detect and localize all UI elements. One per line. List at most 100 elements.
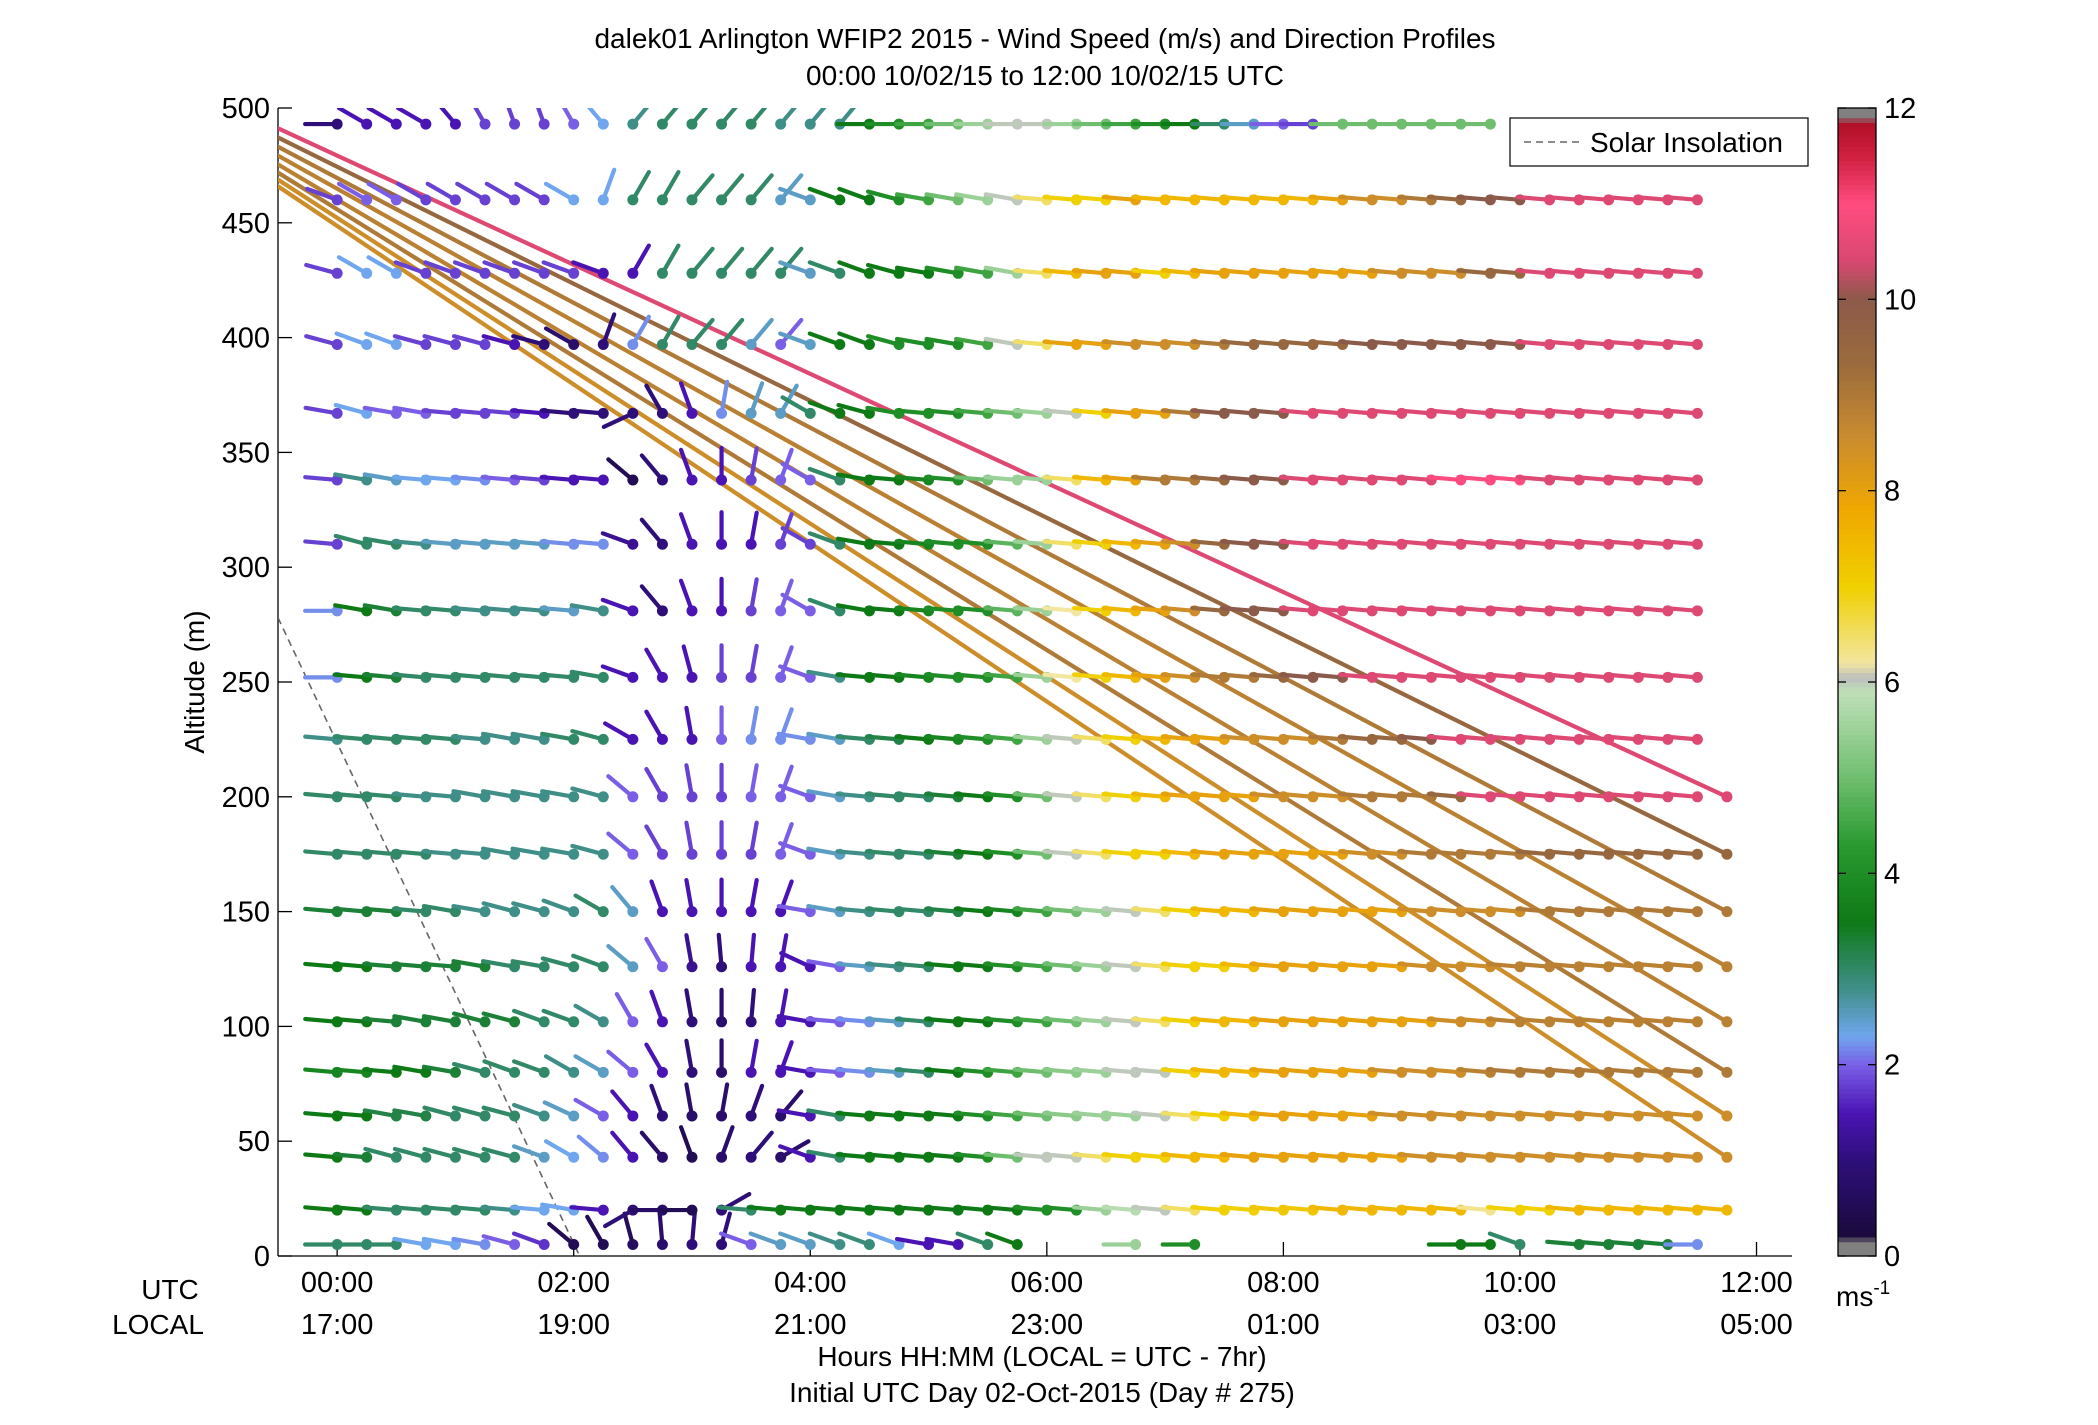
colorbar-segment [1838, 428, 1876, 434]
wind-barb-dot [1691, 733, 1703, 745]
colorbar-segment [1838, 442, 1876, 449]
wind-barb-dot [390, 338, 402, 350]
wind-barb-dot [686, 1204, 698, 1216]
wind-barb-dot [1721, 1204, 1733, 1216]
colorbar-segment [1838, 313, 1876, 320]
wind-barb-dot [775, 1239, 787, 1251]
colorbar-segment [1838, 672, 1876, 678]
colorbar-segment [1838, 1145, 1876, 1152]
colorbar-segment [1838, 505, 1876, 511]
colorbar-segment [1838, 806, 1876, 812]
colorbar-segment [1838, 1035, 1876, 1042]
colorbar-segment [1838, 682, 1876, 688]
colorbar-segment [1838, 1232, 1876, 1238]
wind-barb-dot [597, 791, 609, 803]
wind-barb-dot [656, 407, 668, 419]
chart-title: dalek01 Arlington WFIP2 2015 - Wind Spee… [594, 23, 1495, 54]
wind-barb-dot [627, 791, 639, 803]
x-tick-label-utc: 12:00 [1720, 1267, 1793, 1299]
wind-barb-dot [716, 407, 728, 419]
wind-barb-dot [627, 906, 639, 918]
wind-barb-dot [1691, 1239, 1703, 1251]
wind-barb-dot [331, 267, 343, 279]
colorbar-segment [1838, 371, 1876, 377]
wind-barb-dot [1691, 1110, 1703, 1122]
colorbar-tick-label: 12 [1884, 93, 1916, 125]
wind-barb-dot [1130, 1239, 1142, 1251]
colorbar-segment [1838, 725, 1876, 731]
colorbar-segment [1838, 308, 1876, 315]
wind-barb-dot [686, 1151, 698, 1163]
colorbar-segment [1838, 304, 1876, 310]
wind-barb-dot [538, 118, 550, 130]
colorbar-segment [1838, 1112, 1876, 1118]
wind-barb-dot [479, 267, 491, 279]
colorbar-segment [1838, 1093, 1876, 1099]
wind-barb-dot [420, 267, 432, 279]
wind-barb-dot [863, 267, 875, 279]
colorbar-segment [1838, 863, 1876, 870]
colorbar-segment [1838, 744, 1876, 750]
wind-barb-dot [597, 194, 609, 206]
colorbar-segment [1838, 1160, 1876, 1166]
colorbar-segment [1838, 796, 1876, 803]
wind-barb-dot [834, 407, 846, 419]
colorbar-segment [1838, 433, 1876, 439]
colorbar-segment [1838, 605, 1876, 611]
colorbar-segment [1838, 208, 1876, 214]
wind-barb-dot [479, 118, 491, 130]
legend: Solar Insolation [1509, 117, 1809, 167]
colorbar-segment [1838, 218, 1876, 224]
colorbar-segment [1838, 887, 1876, 894]
wind-barb-dot [1691, 961, 1703, 973]
colorbar-segment [1838, 753, 1876, 760]
wind-barb-dot [597, 474, 609, 486]
wind-barb-dot [538, 906, 550, 918]
wind-barb-dot [538, 338, 550, 350]
wind-barb-dot [597, 538, 609, 550]
colorbar-segment [1838, 1131, 1876, 1138]
colorbar-segment [1838, 380, 1876, 387]
wind-barb-dot [449, 1016, 461, 1028]
colorbar-segment [1838, 811, 1876, 817]
colorbar-segment [1838, 1241, 1876, 1248]
colorbar-segment [1838, 495, 1876, 501]
colorbar-segment [1838, 1246, 1876, 1252]
colorbar-segment [1838, 835, 1876, 841]
wind-barb-dot [1721, 1110, 1733, 1122]
wind-barb-dot [716, 1151, 728, 1163]
wind-barb-dot [627, 1110, 639, 1122]
wind-barb-dot [775, 1151, 787, 1163]
wind-barb-dot [1721, 791, 1733, 803]
wind-barb-dot [1691, 791, 1703, 803]
wind-barb-dot [656, 1151, 668, 1163]
colorbar-segment [1838, 275, 1876, 281]
colorbar-segment [1838, 705, 1876, 712]
wind-barb-dot [1691, 605, 1703, 617]
wind-barb-dot [716, 733, 728, 745]
colorbar-segment [1838, 983, 1876, 989]
colorbar-segment [1838, 136, 1876, 143]
wind-barb-dot [420, 118, 432, 130]
wind-barb-dot [479, 1151, 491, 1163]
wind-barb-shaft [278, 144, 1730, 914]
wind-barb-dot [390, 267, 402, 279]
wind-barb-dot [745, 407, 757, 419]
colorbar-segment [1838, 514, 1876, 520]
colorbar-segment [1838, 323, 1876, 329]
wind-barb-dot [775, 671, 787, 683]
colorbar-segment [1838, 882, 1876, 889]
wind-barb-dot [716, 848, 728, 860]
wind-barb-dot [627, 1016, 639, 1028]
colorbar-segment [1838, 1236, 1876, 1243]
wind-barb-dot [538, 1066, 550, 1078]
colorbar-segment [1838, 299, 1876, 305]
y-tick-label: 450 [222, 208, 270, 240]
wind-barb-dot [627, 671, 639, 683]
wind-barb-dot [449, 338, 461, 350]
colorbar-segment [1838, 1217, 1876, 1224]
colorbar-segment [1838, 892, 1876, 898]
colorbar-segment [1838, 1198, 1876, 1204]
wind-barb-dot [804, 194, 816, 206]
